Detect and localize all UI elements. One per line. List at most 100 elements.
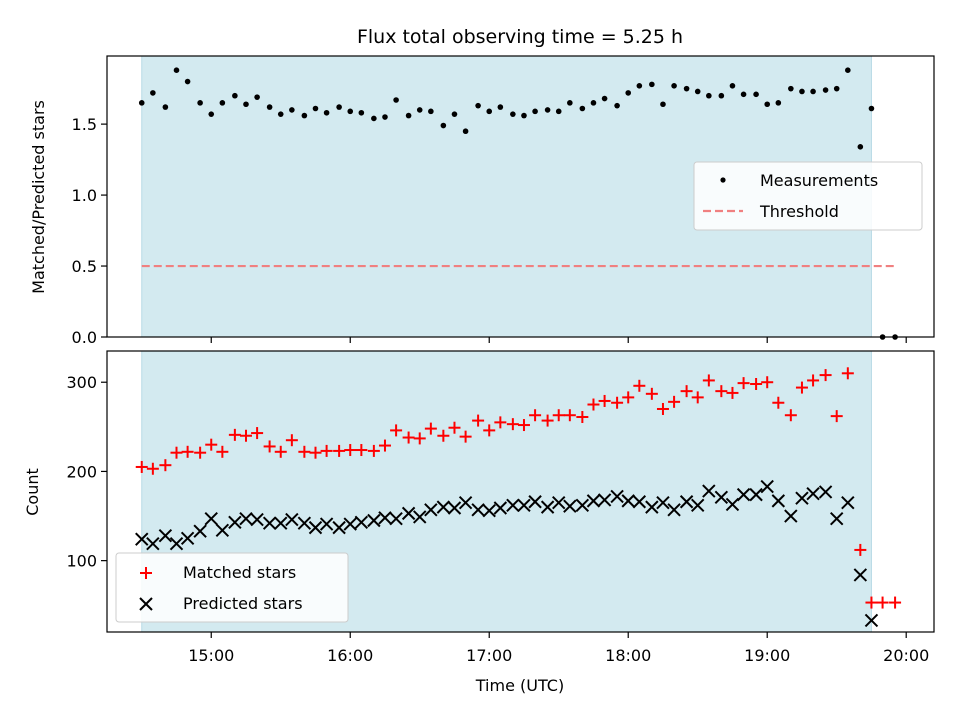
predicted-stars-point — [180, 531, 195, 546]
measurements-point — [868, 105, 875, 112]
matched-stars-point — [263, 440, 276, 453]
measurements-point — [775, 100, 782, 106]
matched-stars-point — [367, 444, 380, 457]
predicted-stars-point — [540, 500, 555, 514]
count-y-axis: 100 200 300 — [66, 373, 107, 571]
measurements-point — [683, 85, 690, 92]
ratio-y-axis: 0.0 0.5 1.0 1.5 — [72, 115, 107, 347]
predicted-stars-point — [332, 520, 346, 535]
matched-stars-point — [576, 411, 589, 424]
measurements-point — [671, 83, 677, 89]
matched-stars-point — [355, 444, 368, 457]
predicted-stars-point — [679, 495, 694, 509]
measurements-point — [590, 100, 597, 106]
predicted-stars-point — [841, 495, 855, 510]
measurements-point — [428, 108, 434, 115]
matched-stars-point — [251, 427, 264, 440]
count-y-tick-label: 300 — [66, 373, 97, 392]
predicted-stars-point — [401, 506, 416, 521]
measurements-point — [567, 100, 573, 106]
matched-stars-point — [772, 396, 785, 409]
predicted-stars-point — [771, 494, 786, 508]
predicted-stars-point — [274, 516, 288, 530]
predicted-stars-point — [702, 484, 716, 498]
measurements-point — [532, 108, 538, 115]
matched-stars-point — [285, 434, 298, 447]
measurements-point — [138, 100, 145, 106]
matched-stars-point — [274, 445, 287, 458]
predicted-stars-point — [784, 509, 798, 523]
measurements-point — [462, 128, 469, 135]
predicted-stars-point — [285, 512, 299, 527]
ratio-legend: Measurements Threshold — [693, 161, 923, 231]
matched-stars-point — [656, 402, 669, 415]
predicted-stars-point — [575, 498, 590, 513]
matched-stars-point — [506, 418, 519, 431]
predicted-stars-point — [158, 528, 173, 543]
predicted-stars-point — [621, 494, 635, 508]
measurements-point — [301, 112, 308, 119]
predicted-stars-point — [378, 511, 392, 525]
matched-stars-point — [459, 430, 472, 443]
matched-stars-point — [726, 386, 739, 399]
measurements-point — [740, 91, 747, 98]
count-panel: 100 200 300 15:00 16:00 17:00 18:00 19:00 20:00… — [23, 350, 935, 665]
measurements-point — [614, 102, 620, 109]
measurements-point — [636, 83, 643, 89]
measurements-point — [845, 67, 851, 73]
measurements-point — [197, 100, 203, 106]
predicted-stars-point — [760, 479, 774, 494]
matched-stars-point — [413, 432, 426, 445]
predicted-stars-point — [736, 487, 751, 502]
matched-stars-point — [819, 369, 832, 382]
x-tick-label: 18:00 — [605, 646, 651, 665]
measurements-point — [393, 97, 399, 103]
measurements-point — [788, 85, 794, 92]
matched-stars-point — [181, 445, 194, 458]
predicted-stars-point — [725, 497, 740, 512]
predicted-stars-point — [297, 516, 312, 530]
predicted-stars-point — [447, 501, 462, 515]
matched-stars-point — [795, 381, 808, 394]
predicted-stars-point — [506, 498, 520, 513]
predicted-stars-point — [471, 503, 485, 517]
predicted-stars-point — [262, 516, 277, 530]
matched-stars-point — [761, 376, 774, 389]
ratio-y-tick-label: 0.0 — [72, 328, 97, 347]
predicted-stars-point — [308, 520, 323, 535]
matched-stars-point — [841, 367, 854, 380]
predicted-stars-point — [829, 512, 844, 526]
measurements-point — [694, 88, 701, 95]
predicted-stars-point — [517, 498, 531, 513]
matched-stars-point — [135, 460, 148, 473]
predicted-stars-point — [169, 536, 184, 551]
x-tick-label: 16:00 — [327, 646, 373, 665]
matched-stars-point — [333, 444, 346, 457]
measurements-point — [173, 67, 180, 73]
matched-stars-point — [517, 419, 530, 432]
matched-stars-point — [228, 428, 241, 441]
predicted-stars-point — [597, 493, 612, 507]
predicted-stars-point — [853, 568, 868, 582]
matched-legend-marker — [140, 567, 152, 579]
x-tick-label: 19:00 — [744, 646, 790, 665]
predicted-legend-marker — [139, 597, 153, 611]
predicted-legend-label: Predicted stars — [183, 594, 303, 613]
x-axis-label: Time (UTC) — [475, 676, 564, 695]
measurements-point — [347, 108, 354, 115]
matched-stars-point — [170, 446, 183, 459]
matched-stars-point — [437, 429, 450, 442]
measurements-point — [822, 87, 829, 93]
predicted-stars-point — [319, 517, 334, 531]
measurements-point — [382, 114, 388, 120]
count-y-tick-label: 200 — [66, 462, 97, 481]
matched-stars-point — [865, 596, 878, 609]
predicted-stars-point — [795, 491, 809, 505]
measurements-point — [764, 101, 771, 108]
measurements-point — [289, 107, 295, 113]
matched-stars-point — [830, 410, 843, 423]
ratio-x-ticks — [210, 337, 907, 343]
predicted-stars-point — [493, 501, 508, 515]
x-tick-label: 15:00 — [188, 646, 234, 665]
predicted-stars-point — [193, 524, 207, 538]
